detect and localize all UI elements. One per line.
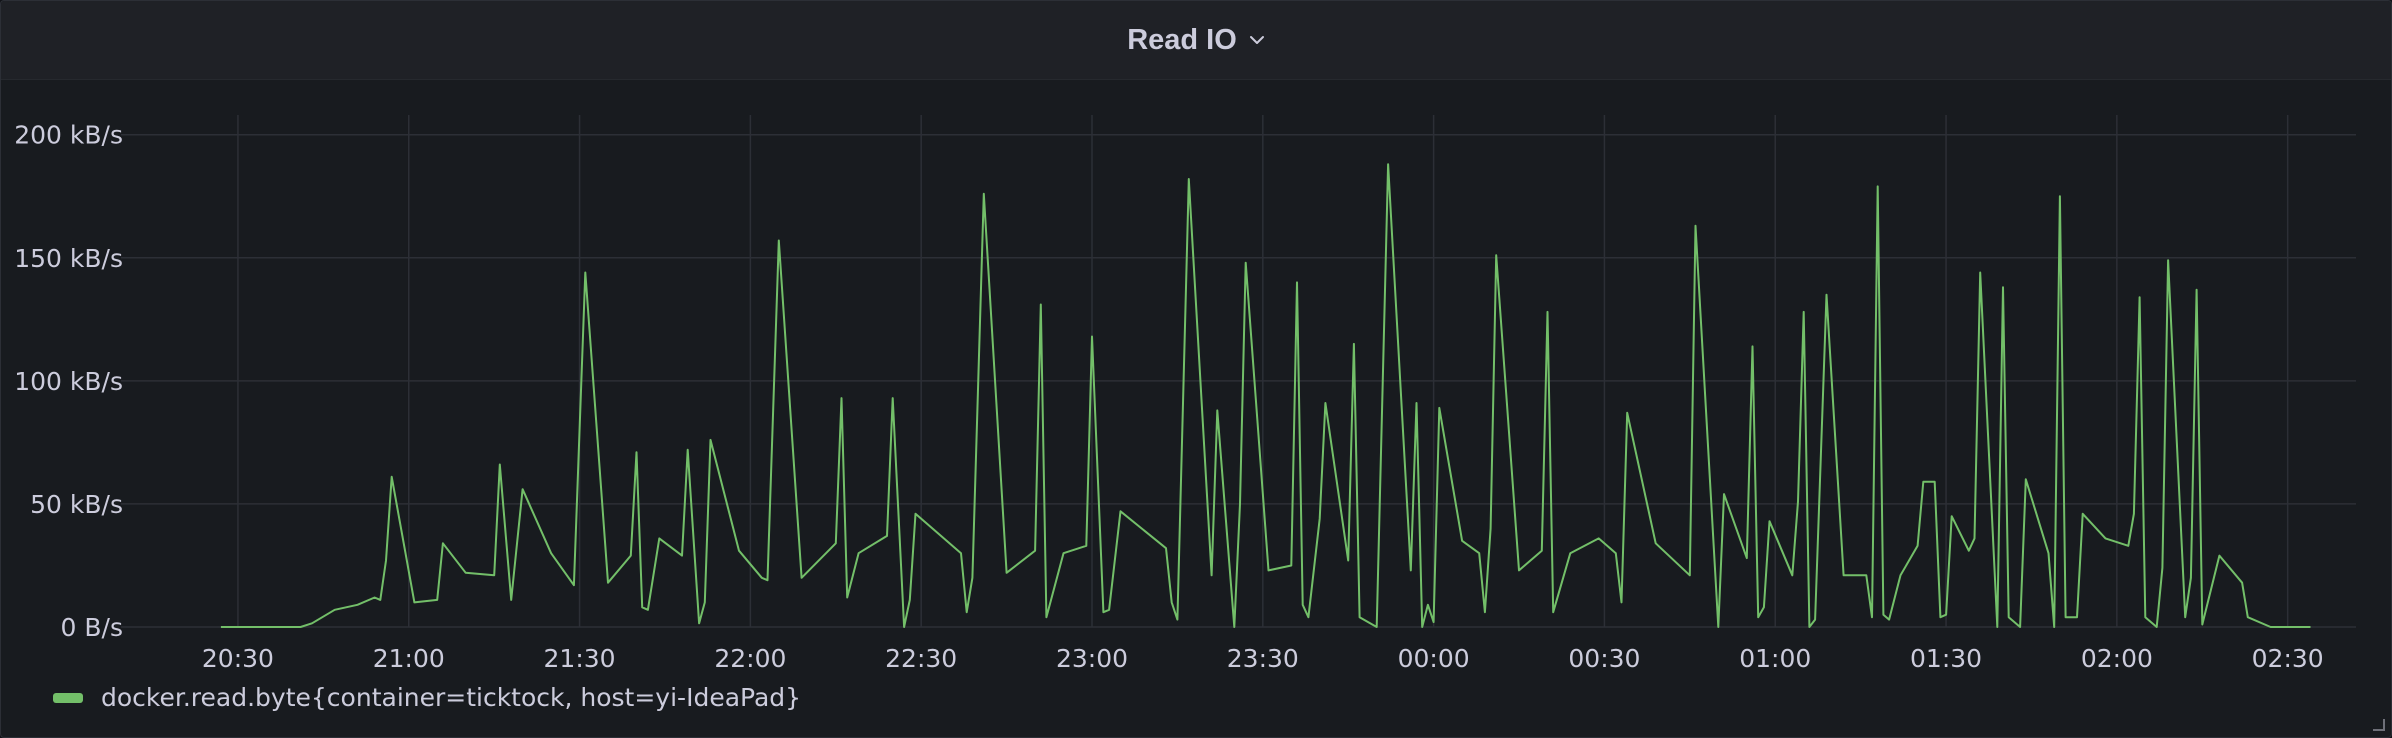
x-tick-label: 00:00 <box>1398 644 1470 673</box>
x-tick-label: 23:30 <box>1227 644 1299 673</box>
x-tick-label: 21:30 <box>544 644 616 673</box>
x-tick-label: 01:30 <box>1910 644 1982 673</box>
y-tick-label: 0 B/s <box>61 613 123 642</box>
panel-title[interactable]: Read IO <box>1127 23 1237 56</box>
legend-label[interactable]: docker.read.byte{container=ticktock, hos… <box>101 683 802 712</box>
chevron-down-icon[interactable] <box>1249 35 1265 45</box>
y-tick-label: 200 kB/s <box>14 121 123 150</box>
legend-item[interactable]: docker.read.byte{container=ticktock, hos… <box>53 683 801 712</box>
x-tick-label: 22:30 <box>885 644 957 673</box>
y-tick-label: 50 kB/s <box>30 490 123 519</box>
panel-header[interactable]: Read IO <box>1 1 2391 80</box>
x-tick-label: 01:00 <box>1739 644 1811 673</box>
x-tick-label: 02:00 <box>2081 644 2153 673</box>
legend-swatch <box>53 692 83 703</box>
x-tick-label: 21:00 <box>373 644 445 673</box>
x-tick-label: 02:30 <box>2252 644 2324 673</box>
y-tick-label: 150 kB/s <box>14 244 123 273</box>
y-tick-label: 100 kB/s <box>14 367 123 396</box>
x-tick-label: 00:30 <box>1568 644 1640 673</box>
x-tick-label: 23:00 <box>1056 644 1128 673</box>
resize-handle[interactable] <box>2373 719 2385 731</box>
series-line <box>220 163 2311 628</box>
x-tick-label: 22:00 <box>714 644 786 673</box>
x-tick-label: 20:30 <box>202 644 274 673</box>
